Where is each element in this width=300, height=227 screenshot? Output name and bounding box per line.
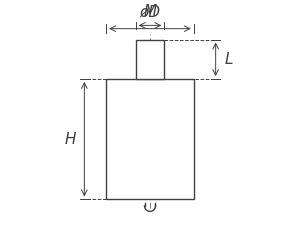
Bar <box>136 39 164 79</box>
Text: øD: øD <box>140 5 160 20</box>
Bar <box>106 79 194 199</box>
Text: H: H <box>64 132 76 147</box>
Text: L: L <box>224 52 233 67</box>
Text: M: M <box>143 4 157 19</box>
